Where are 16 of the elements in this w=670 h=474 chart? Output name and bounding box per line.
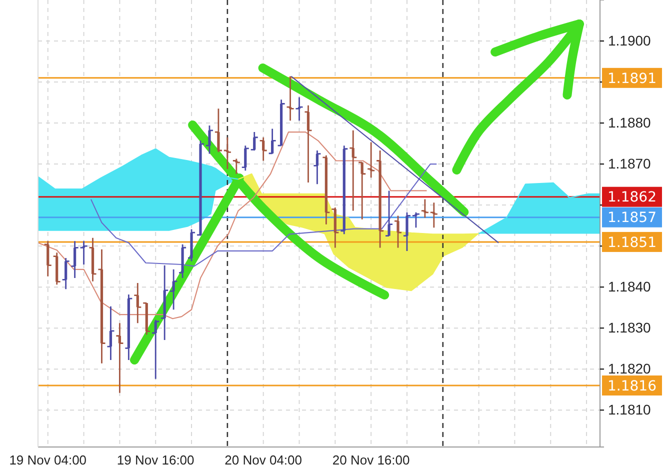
x-tick-label: 20 Nov 04:00 xyxy=(224,452,302,468)
y-tick-label: 1.1820 xyxy=(608,360,652,377)
x-tick-label: 20 Nov 16:00 xyxy=(332,452,410,468)
x-tick-label: 19 Nov 16:00 xyxy=(116,452,194,468)
ref-line-label: 1.1891 xyxy=(608,70,656,87)
ref-line-label: 1.1857 xyxy=(608,210,656,226)
y-tick-label: 1.1840 xyxy=(608,278,652,295)
y-tick-label: 1.1830 xyxy=(608,320,652,336)
y-tick-label: 1.1870 xyxy=(608,156,652,172)
ref-line-label: 1.1862 xyxy=(608,190,656,206)
ref-line-label: 1.1816 xyxy=(608,378,657,394)
ref-line-label: 1.1851 xyxy=(608,234,656,251)
y-tick-label: 1.1880 xyxy=(608,114,652,131)
x-tick-label: 19 Nov 04:00 xyxy=(9,452,87,468)
y-tick-label: 1.1900 xyxy=(608,32,652,48)
y-tick-label: 1.1810 xyxy=(608,402,652,418)
